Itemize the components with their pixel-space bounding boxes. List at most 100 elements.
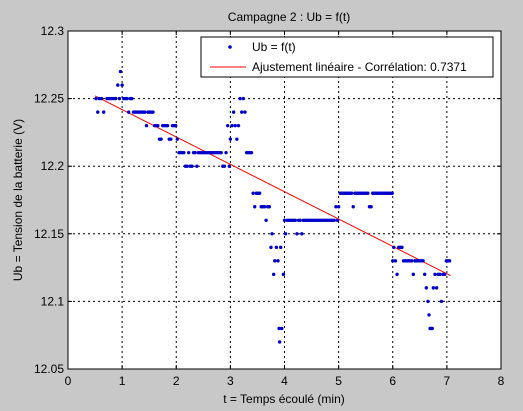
y-tick-label: 12.15 (34, 227, 64, 241)
data-point (447, 259, 452, 263)
data-point (228, 137, 233, 141)
data-point (427, 313, 431, 317)
data-point (273, 259, 277, 263)
x-tick-label: 3 (227, 374, 234, 388)
data-point (431, 286, 436, 290)
data-point (182, 150, 186, 155)
data-point (227, 164, 231, 168)
y-tick-label: 12.2 (41, 159, 65, 173)
data-point (393, 259, 398, 263)
x-tick-label: 1 (119, 374, 126, 388)
x-tick-label: 2 (173, 374, 180, 388)
data-point (99, 96, 104, 101)
x-tick-label: 6 (389, 374, 396, 388)
x-tick-label: 7 (444, 374, 451, 388)
data-point (126, 110, 131, 114)
chart-title: Campagne 2 : Ub = f(t) (228, 10, 350, 24)
legend-label-points: Ub = f(t) (252, 40, 296, 54)
data-points-layer (94, 69, 452, 344)
data-point (267, 205, 272, 209)
data-point (438, 272, 442, 277)
data-point (295, 232, 299, 236)
data-point (293, 218, 298, 222)
data-point (400, 245, 404, 250)
data-point (249, 150, 254, 155)
data-point (251, 191, 255, 195)
data-point (240, 110, 244, 114)
data-point (300, 232, 304, 236)
data-point (125, 96, 129, 101)
data-point (231, 110, 236, 114)
data-point (96, 110, 100, 114)
data-point (118, 69, 123, 74)
data-point (283, 232, 288, 236)
data-point (222, 164, 227, 168)
x-axis-label: t = Temps écoulé (min) (223, 392, 345, 406)
data-point (116, 83, 120, 87)
y-tick-label: 12.3 (41, 24, 65, 38)
data-point (274, 245, 279, 250)
data-point (271, 272, 276, 277)
data-point (262, 205, 267, 209)
legend-marker-points (228, 45, 232, 49)
data-point (392, 245, 396, 250)
data-point (298, 218, 302, 222)
data-point (233, 123, 237, 128)
data-point (391, 259, 395, 263)
data-point (224, 150, 228, 155)
data-point (282, 218, 287, 222)
data-point (120, 83, 124, 87)
data-point (130, 96, 134, 101)
data-point (156, 123, 160, 128)
data-point (190, 164, 194, 168)
x-tick-label: 0 (65, 374, 72, 388)
data-point (144, 123, 149, 128)
data-point (174, 123, 178, 128)
data-point (366, 191, 370, 195)
data-point (219, 150, 223, 155)
x-tick-label: 5 (335, 374, 342, 388)
data-point (411, 272, 416, 277)
data-point (113, 96, 118, 101)
data-point (332, 218, 336, 222)
data-point (193, 150, 197, 155)
data-point (443, 272, 447, 277)
x-tick-labels: 0 1 2 3 4 5 6 7 8 (65, 374, 505, 388)
data-point (186, 150, 191, 155)
data-point (422, 272, 427, 277)
data-point (230, 123, 234, 128)
data-point (439, 299, 444, 304)
data-point (143, 110, 147, 114)
data-point (351, 205, 355, 209)
data-point (151, 110, 155, 114)
y-tick-label: 12.05 (34, 362, 64, 376)
data-point (277, 340, 282, 344)
data-point (434, 286, 439, 290)
legend-label-fit: Ajustement linéaire - Corrélation: 0.737… (252, 60, 467, 74)
data-point (433, 272, 437, 277)
y-tick-labels: 12.05 12.1 12.15 12.2 12.25 12.3 (34, 24, 64, 376)
data-point (349, 191, 354, 195)
data-point (102, 110, 106, 114)
data-point (235, 137, 239, 141)
data-point (159, 137, 163, 141)
y-axis-label: Ub = Tension de la batterie (V) (11, 119, 25, 281)
data-point (195, 164, 199, 168)
data-point (94, 96, 98, 101)
data-point (424, 286, 429, 290)
data-point (236, 123, 241, 128)
data-point (264, 218, 268, 222)
data-point (336, 205, 341, 209)
data-point (243, 110, 247, 114)
data-point (185, 164, 189, 168)
data-point (225, 123, 230, 128)
data-point (421, 259, 425, 263)
data-point (169, 137, 173, 141)
data-point (276, 259, 280, 263)
data-point (241, 96, 246, 101)
data-point (165, 123, 170, 128)
data-point (117, 96, 122, 101)
data-point (279, 245, 283, 250)
data-point (395, 272, 399, 277)
data-point (175, 137, 180, 141)
